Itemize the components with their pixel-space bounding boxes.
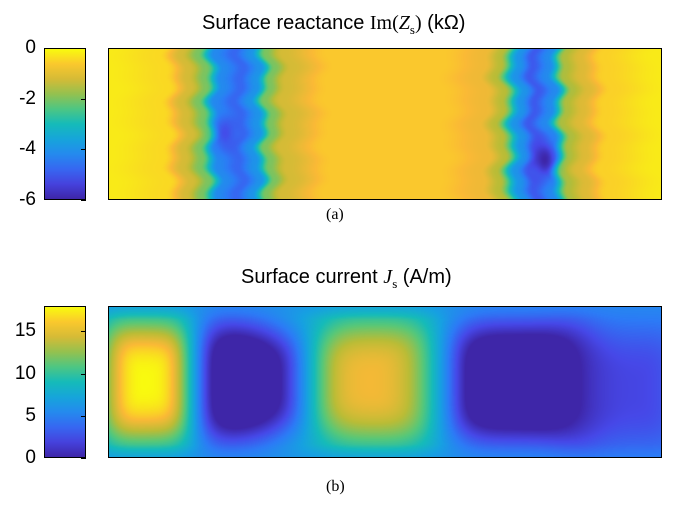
colorbar-tick-mark	[81, 415, 86, 417]
colorbar-tick-label: 5	[25, 404, 36, 426]
colorbar-tick-mark	[81, 331, 86, 333]
title-variable: Z	[398, 12, 410, 34]
colorbar-tick-label: -2	[19, 87, 36, 109]
heatmap-current	[108, 306, 662, 458]
colorbar-reactance	[44, 48, 86, 200]
colorbar-tick-label: -6	[19, 189, 36, 210]
colorbar-tick-label: 10	[14, 362, 36, 384]
title-text: Surface reactance	[202, 12, 370, 34]
colorbar-tick-label: -4	[19, 138, 36, 160]
title-unit: (kΩ)	[421, 12, 466, 34]
colorbar-tick-mark	[81, 98, 86, 100]
colorbar-tick-mark	[81, 458, 86, 459]
colorbar-tick-mark	[81, 200, 86, 201]
title-subscript: s	[392, 276, 398, 291]
colorbar-tick-label: 15	[14, 320, 36, 342]
colorbar-current	[44, 306, 86, 458]
title-subscript: s	[409, 22, 415, 37]
title-text: Surface current	[241, 266, 384, 288]
panel-reactance: Surface reactance Im(Zs) (kΩ) 0 -2 -4 -6 (a…	[0, 0, 676, 240]
caption-b: (b)	[326, 478, 345, 495]
colorbar-tick-label: 0	[25, 447, 36, 468]
panel-current: Surface current Js (A/m) 15 10 5 0 (b)	[0, 258, 676, 515]
caption-a: (a)	[326, 206, 344, 223]
colorbar-tick-label: 0	[25, 37, 36, 58]
heatmap-reactance	[108, 48, 662, 200]
title-paren: )	[414, 12, 422, 34]
title-unit: (A/m)	[397, 266, 452, 288]
title-variable: J	[383, 266, 393, 288]
colorbar-tick-mark	[81, 373, 86, 375]
title-function: Im(	[369, 12, 399, 34]
colorbar-tick-mark	[81, 149, 86, 151]
colorbar-tick-mark	[81, 48, 86, 49]
chart-title-reactance: Surface reactance Im(Zs) (kΩ)	[202, 12, 465, 38]
chart-title-current: Surface current Js (A/m)	[241, 266, 452, 292]
